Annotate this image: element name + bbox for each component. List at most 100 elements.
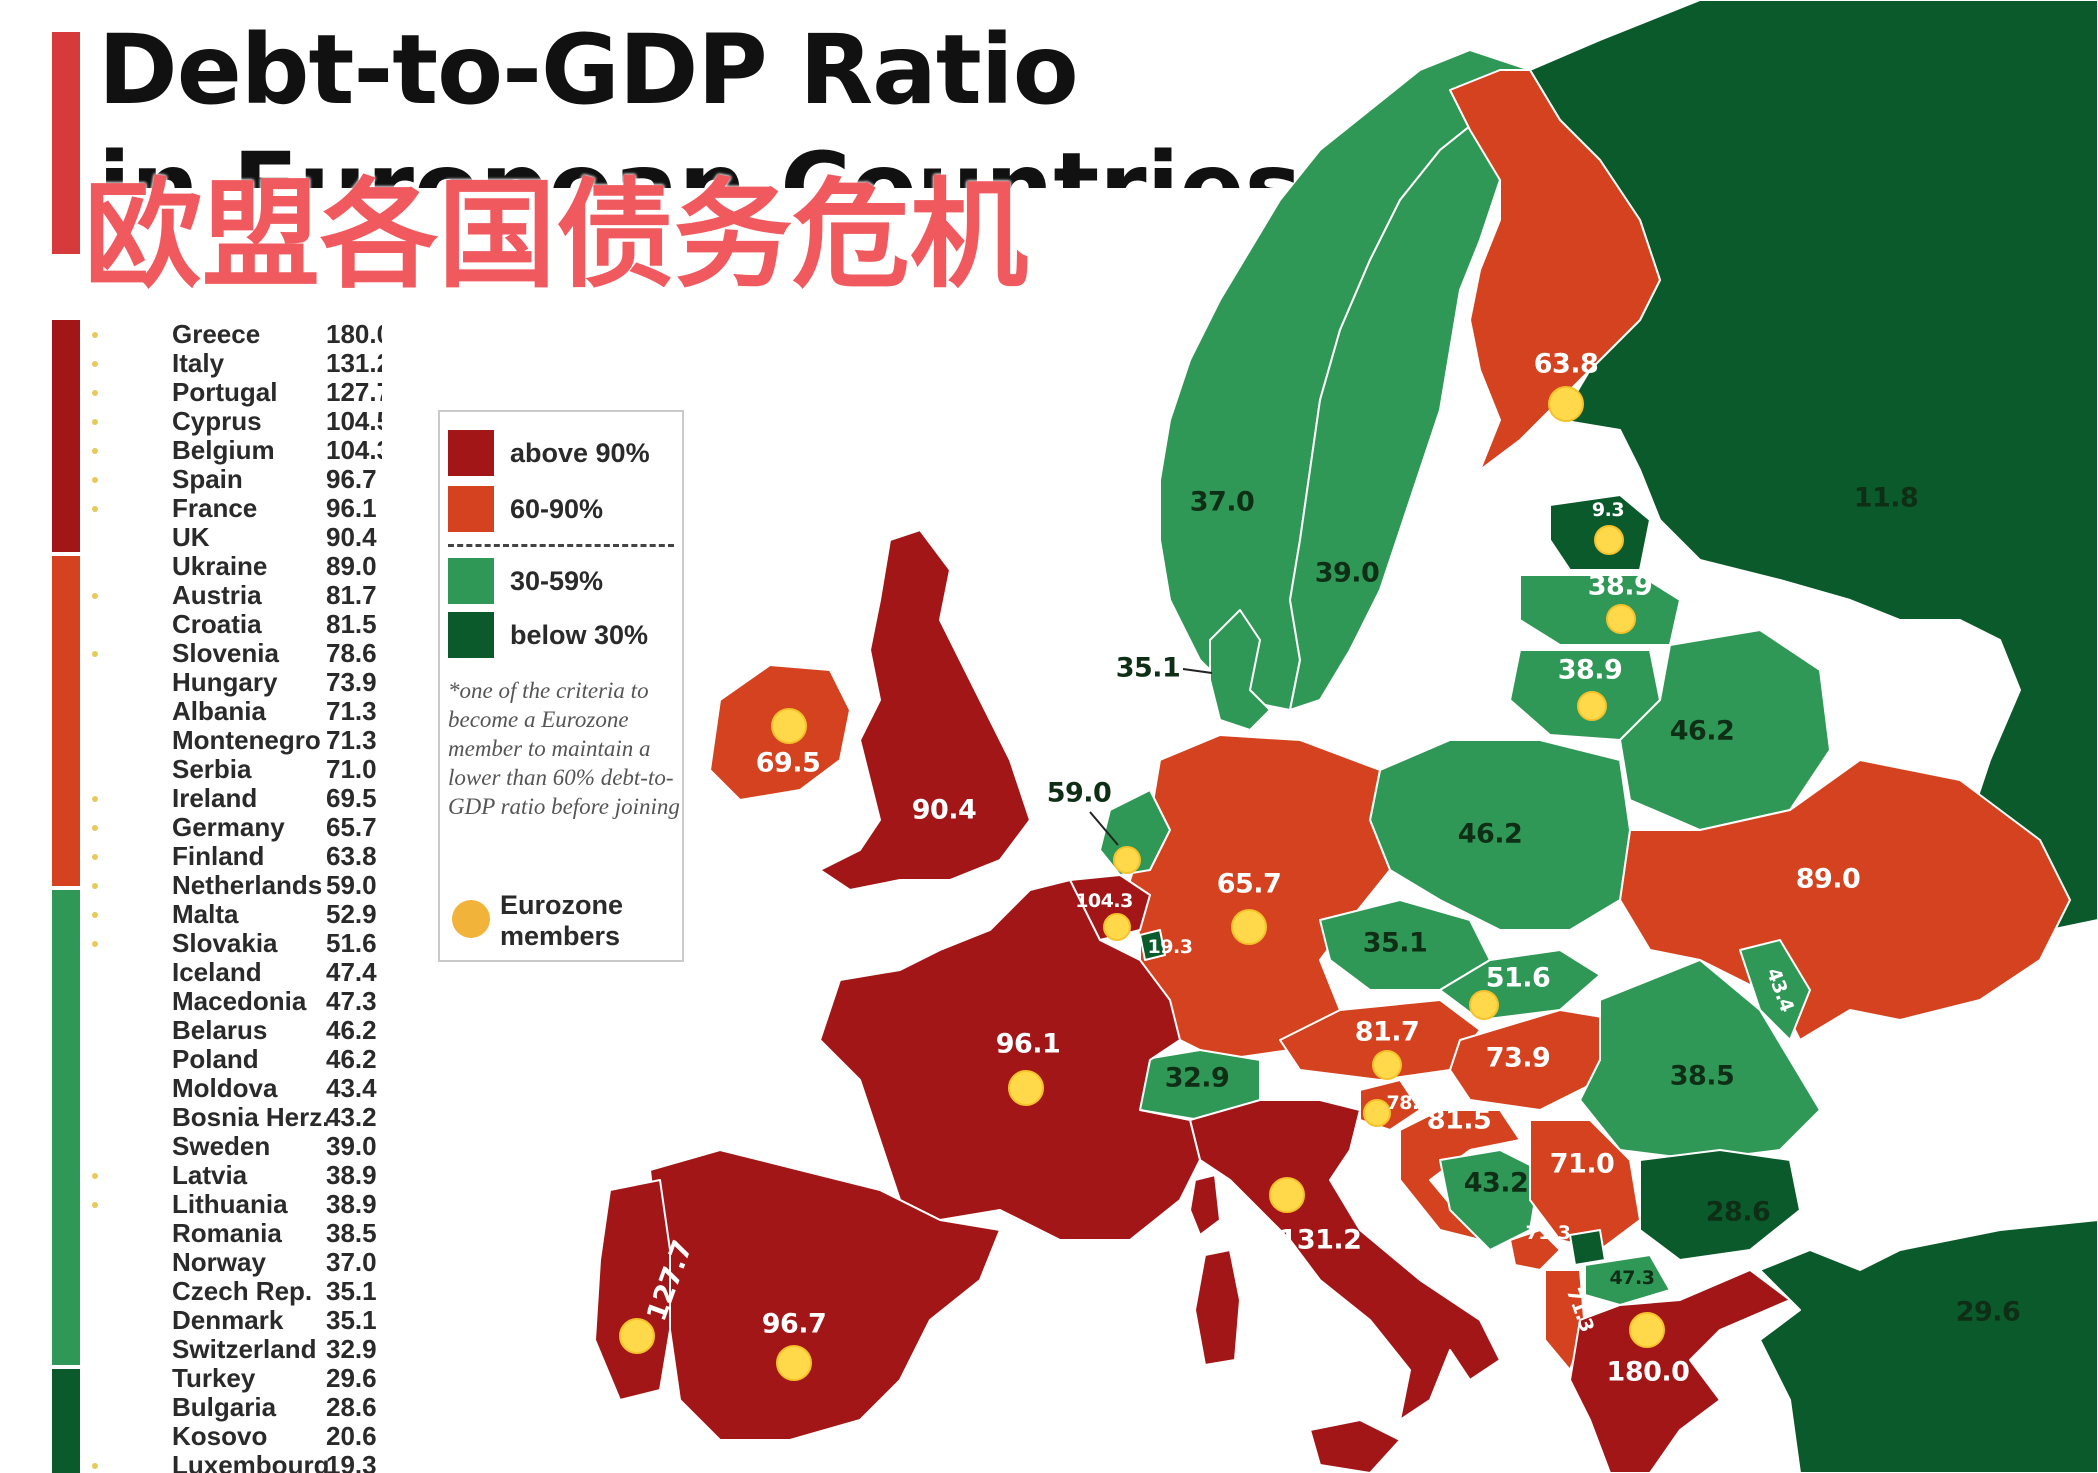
map-label-serbia: 71.0 <box>1549 1148 1615 1180</box>
legend-strip-30-59 <box>52 890 80 1365</box>
ranking-value: 47.3 <box>326 986 377 1016</box>
region-kosovo <box>1569 1229 1606 1266</box>
eurozone-dot-icon <box>92 651 98 657</box>
legend-strip-below-30 <box>52 1369 80 1473</box>
map-label-turkey: 29.6 <box>1955 1296 2021 1328</box>
map-label-croatia: 81.5 <box>1426 1104 1492 1136</box>
region-sardinia <box>1194 1249 1241 1366</box>
ranking-value: 37.0 <box>326 1247 377 1277</box>
map-label-finland: 63.8 <box>1533 348 1599 380</box>
region-montenegro <box>1509 1229 1561 1271</box>
ranking-country: Austria <box>172 580 262 610</box>
map-label-switzerland: 32.9 <box>1164 1062 1230 1094</box>
region-romania <box>1579 959 1821 1161</box>
ranking-value: 46.2 <box>326 1015 377 1045</box>
map-label-hungary: 73.9 <box>1485 1042 1551 1074</box>
ranking-row: Austria 81.7 <box>86 581 382 610</box>
ranking-value: 81.5 <box>326 609 377 639</box>
map-label-austria: 81.7 <box>1354 1016 1420 1048</box>
ranking-row: Spain 96.7 <box>86 465 382 494</box>
ranking-value: 38.5 <box>326 1218 377 1248</box>
region-sweden <box>1289 109 1521 711</box>
eurozone-dot-icon <box>92 854 98 860</box>
ranking-value: 19.3 <box>326 1450 377 1473</box>
eurozone-dot-icon <box>92 361 98 367</box>
ranking-country: Denmark <box>172 1305 284 1335</box>
map-label-belgium: 104.3 <box>1075 890 1133 912</box>
ranking-value: 127.7 <box>326 377 382 407</box>
eurozone-dot-icon <box>92 1463 98 1469</box>
map-label-luxembourg: 19.3 <box>1147 936 1193 958</box>
ranking-row: Bosnia Herz. 43.2 <box>86 1103 382 1132</box>
eurozone-dot-icon <box>92 477 98 483</box>
ranking-value: 51.6 <box>326 928 377 958</box>
ranking-value: 81.7 <box>326 580 377 610</box>
ranking-row: Albania 71.3 <box>86 697 382 726</box>
map-label-macedonia: 47.3 <box>1609 1267 1655 1289</box>
ranking-country: Bulgaria <box>172 1392 277 1422</box>
ranking-value: 46.2 <box>326 1044 377 1074</box>
overlay-chinese-title: 欧盟各国债务危机 <box>84 166 1029 304</box>
ranking-country: Czech Rep. <box>172 1276 313 1306</box>
key-label: 30-59% <box>510 566 604 596</box>
ranking-country: Ireland <box>172 783 258 813</box>
eurozone-dot-icon <box>92 825 98 831</box>
map-label-estonia: 9.3 <box>1591 499 1625 521</box>
region-sicily <box>1309 1419 1401 1473</box>
ranking-row: Bulgaria 28.6 <box>86 1393 382 1422</box>
key-label: above 90% <box>510 438 650 468</box>
ranking-country: Belarus <box>172 1015 268 1045</box>
ranking-country: Moldova <box>172 1073 278 1103</box>
eurozone-dot-icon <box>92 1173 98 1179</box>
ranking-value: 32.9 <box>326 1334 377 1364</box>
region-ukraine <box>1619 759 2071 1041</box>
region-greece <box>1569 1269 1791 1473</box>
region-italy <box>1189 1099 1501 1421</box>
map-label-slovakia: 51.6 <box>1485 962 1551 994</box>
region-spain <box>649 1149 1001 1441</box>
region-uk <box>819 529 1031 891</box>
legend-strip-60-90 <box>52 556 80 886</box>
ranking-country: Latvia <box>172 1160 248 1190</box>
ranking-value: 89.0 <box>326 551 377 581</box>
region-corsica <box>1189 1174 1221 1236</box>
region-bosnia <box>1439 1149 1541 1251</box>
ranking-country: Iceland <box>172 957 262 987</box>
title-accent-bar <box>52 32 80 254</box>
ranking-row: Kosovo 20.6 <box>86 1422 382 1451</box>
ranking-row: Hungary 73.9 <box>86 668 382 697</box>
ranking-row: Slovenia 78.6 <box>86 639 382 668</box>
ranking-row: Turkey 29.6 <box>86 1364 382 1393</box>
ranking-row: Norway 37.0 <box>86 1248 382 1277</box>
ranking-country: Turkey <box>172 1363 256 1393</box>
key-swatch <box>448 558 494 604</box>
ranking-value: 29.6 <box>326 1363 377 1393</box>
ranking-value: 90.4 <box>326 522 377 552</box>
eurozone-dot-icon <box>92 796 98 802</box>
color-key: above 90% 60-90% 30-59% below 30% *one o… <box>438 410 684 962</box>
map-label-ireland: 69.5 <box>755 747 821 779</box>
eurozone-dot-icon <box>92 448 98 454</box>
key-swatch <box>448 612 494 658</box>
ranking-value: 96.1 <box>326 493 377 523</box>
key-item-60-90: 60-90% <box>448 486 678 534</box>
ranking-row: Romania 38.5 <box>86 1219 382 1248</box>
map-label-montenegro: 71.3 <box>1525 1222 1571 1244</box>
region-macedonia <box>1584 1254 1671 1306</box>
ranking-value: 71.3 <box>326 725 377 755</box>
ranking-value: 43.4 <box>326 1073 377 1103</box>
map-label-bulgaria: 28.6 <box>1705 1196 1771 1228</box>
ranking-country: Slovenia <box>172 638 279 668</box>
ranking-value: 78.6 <box>326 638 377 668</box>
ranking-value: 35.1 <box>326 1276 377 1306</box>
key-label: below 30% <box>510 620 649 650</box>
map-label-norway: 37.0 <box>1189 486 1255 518</box>
ranking-value: 20.6 <box>326 1421 377 1451</box>
ranking-value: 39.0 <box>326 1131 377 1161</box>
eurozone-dot-icon <box>92 1202 98 1208</box>
ranking-row: Denmark 35.1 <box>86 1306 382 1335</box>
map-subtitle: in European Countries <box>98 136 1302 188</box>
eurozone-dot-icon <box>92 332 98 338</box>
key-label: 60-90% <box>510 494 604 524</box>
